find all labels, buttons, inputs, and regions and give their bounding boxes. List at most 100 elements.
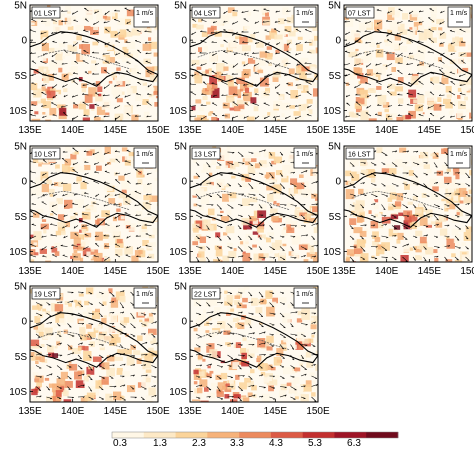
time-label-box [345, 147, 375, 160]
lon-tick-label: 145E [104, 406, 128, 417]
lat-tick-label: 5S [15, 212, 28, 223]
panel-frame [189, 285, 319, 403]
reference-vector-box [133, 6, 157, 28]
lat-tick-label: 5N [14, 142, 27, 153]
terrain-contour [351, 49, 444, 70]
colorbar-label: 2.3 [192, 438, 206, 449]
coastline [190, 31, 318, 87]
reference-vector-box [447, 6, 471, 28]
lat-tick-label: 0 [335, 177, 341, 188]
reference-vector-box [293, 287, 317, 309]
time-label: 19 LST [34, 292, 57, 299]
terrain-contour [197, 330, 290, 351]
lon-tick-label: 140E [375, 266, 399, 277]
lat-tick-label: 5S [15, 352, 28, 363]
time-label: 16 LST [348, 152, 371, 159]
time-label-box [191, 147, 221, 160]
time-label-box [191, 6, 221, 19]
time-label: 04 LST [194, 11, 217, 18]
lat-tick-label: 5N [174, 1, 187, 12]
colorbar-segment [302, 432, 335, 438]
lat-tick-label: 0 [21, 177, 27, 188]
lat-tick-label: 5N [174, 282, 187, 293]
reference-vector-box [133, 147, 157, 169]
lon-tick-label: 150E [146, 266, 170, 277]
lat-tick-label: 10S [323, 106, 341, 117]
lat-tick-label: 10S [9, 247, 27, 258]
map-panel: 10 LST 1 m/s 5N 0 5S 10S 135E 140E 145E 150E [9, 142, 170, 278]
colorbar: 0.3 1.3 2.3 3.3 4.3 5.3 6.3 [111, 431, 399, 449]
lat-tick-label: 5N [328, 1, 341, 12]
lon-tick-label: 135E [332, 266, 356, 277]
lon-tick-label: 145E [104, 266, 128, 277]
lon-tick-label: 145E [418, 125, 442, 136]
panel-frame [189, 4, 319, 122]
map-panel: 01 LST 1 m/s 5N 0 5S 10S 135E 140E 145E 150E [9, 1, 170, 137]
lat-tick-label: 5N [328, 142, 341, 153]
reference-vector-box [133, 287, 157, 309]
lat-tick-label: 0 [181, 177, 187, 188]
lon-tick-label: 140E [221, 266, 245, 277]
time-label: 22 LST [194, 292, 217, 299]
time-label: 07 LST [348, 11, 371, 18]
time-label: 10 LST [34, 152, 57, 159]
colorbar-label: 3.3 [230, 438, 244, 449]
time-label: 01 LST [34, 11, 57, 18]
lon-tick-label: 145E [264, 125, 288, 136]
coastline [190, 172, 318, 228]
terrain-contour [197, 190, 290, 211]
lat-tick-label: 0 [181, 317, 187, 328]
lat-tick-label: 0 [181, 36, 187, 47]
lon-tick-label: 135E [178, 125, 202, 136]
precipitation-field [344, 6, 472, 121]
lat-tick-label: 0 [21, 317, 27, 328]
lat-tick-label: 5S [175, 71, 188, 82]
terrain-contour [351, 190, 444, 211]
lat-tick-label: 5S [15, 71, 28, 82]
colorbar-segment [175, 432, 208, 438]
panel-frame [343, 145, 473, 263]
terrain-contour [37, 49, 130, 70]
panel-grid: 01 LST 1 m/s 5N 0 5S 10S 135E 140E 145E 150E 04 LS… [9, 1, 474, 418]
reference-vector-label: 1 m/s [296, 291, 314, 298]
reference-vector-box [293, 147, 317, 169]
map-panel: 13 LST 1 m/s 5N 0 5S 10S 135E 140E 145E 150E [169, 142, 330, 278]
lon-tick-label: 140E [221, 406, 245, 417]
reference-vector-label: 1 m/s [296, 151, 314, 158]
precipitation-field [192, 146, 318, 262]
reference-vector-label: 1 m/s [450, 151, 468, 158]
lat-tick-label: 5S [329, 71, 342, 82]
colorbar-label: 1.3 [153, 438, 167, 449]
coastline [344, 31, 472, 87]
lat-tick-label: 5N [14, 282, 27, 293]
map-panel: 19 LST 1 m/s 5N 0 5S 10S 135E 140E 145E 150E [9, 282, 170, 418]
panel-frame [343, 4, 473, 122]
lat-tick-label: 5S [329, 212, 342, 223]
terrain-contour [197, 49, 290, 70]
reference-vector-label: 1 m/s [136, 151, 154, 158]
lon-tick-label: 150E [460, 125, 474, 136]
map-panel: 07 LST 1 m/s 5N 0 5S 10S 135E 140E 145E 150E [323, 1, 474, 137]
lon-tick-label: 135E [18, 125, 42, 136]
time-label-box [31, 287, 61, 300]
lat-tick-label: 0 [21, 36, 27, 47]
lon-tick-label: 145E [264, 266, 288, 277]
colorbar-segment [270, 432, 303, 438]
time-label-box [31, 147, 61, 160]
reference-vector-label: 1 m/s [450, 10, 468, 17]
lon-tick-label: 135E [18, 406, 42, 417]
coastline [30, 172, 158, 228]
coastline [344, 172, 472, 228]
colorbar-label: 5.3 [308, 438, 322, 449]
lat-tick-label: 0 [335, 36, 341, 47]
colorbar-segment [143, 432, 176, 438]
terrain-contour [37, 190, 130, 211]
lon-tick-label: 150E [146, 406, 170, 417]
lon-tick-label: 145E [104, 125, 128, 136]
panel-frame [189, 145, 319, 263]
lon-tick-label: 135E [178, 266, 202, 277]
lon-tick-label: 135E [178, 406, 202, 417]
lon-tick-label: 150E [306, 266, 330, 277]
colorbar-label: 6.3 [347, 438, 361, 449]
